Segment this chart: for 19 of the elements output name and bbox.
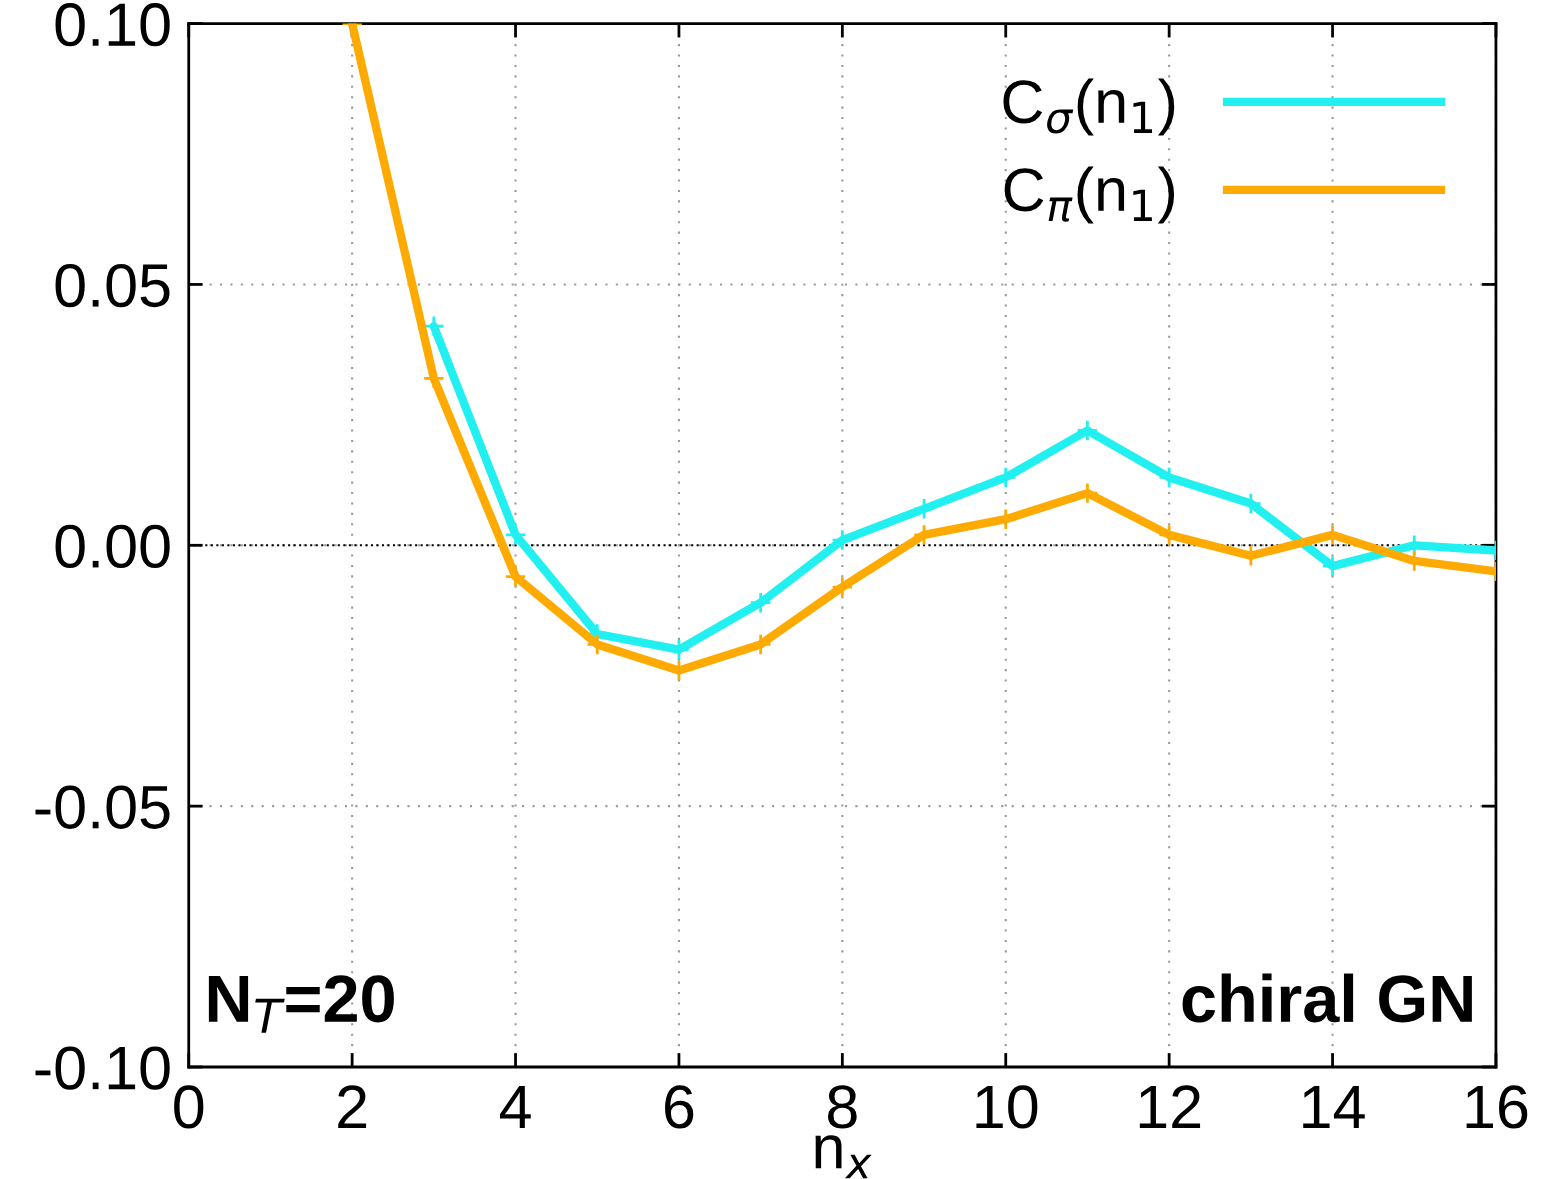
y-tick-label: 0.10 <box>55 3 170 47</box>
y-tick-label: -0.05 <box>35 785 170 829</box>
x-tick-label: 16 <box>1466 1085 1528 1129</box>
x-tick-label: 4 <box>499 1085 531 1128</box>
x-tick-label: 8 <box>828 1085 857 1129</box>
y-tick-label: 0.00 <box>55 524 170 569</box>
annotation: N$_{T}$=20 <box>208 975 394 1033</box>
x-tick-label: 0 <box>174 1085 204 1129</box>
x-tick-label: 2 <box>338 1085 367 1128</box>
x-tick-label: 14 <box>1303 1085 1365 1128</box>
x-tick-label: 6 <box>665 1085 694 1129</box>
x-tick-label: 12 <box>1139 1085 1201 1128</box>
legend-label: C$_{π}$(n$_{1}$) <box>1004 166 1175 224</box>
legend-label: C$_{σ}$(n$_{1}$) <box>1003 78 1175 136</box>
y-tick-label: 0.05 <box>55 263 170 308</box>
x-axis-title: n$_{x}$ <box>815 1135 872 1179</box>
y-tick-label: -0.10 <box>35 1046 170 1090</box>
annotation: chiral GN <box>1182 973 1472 1023</box>
x-tick-label: 10 <box>976 1085 1038 1129</box>
